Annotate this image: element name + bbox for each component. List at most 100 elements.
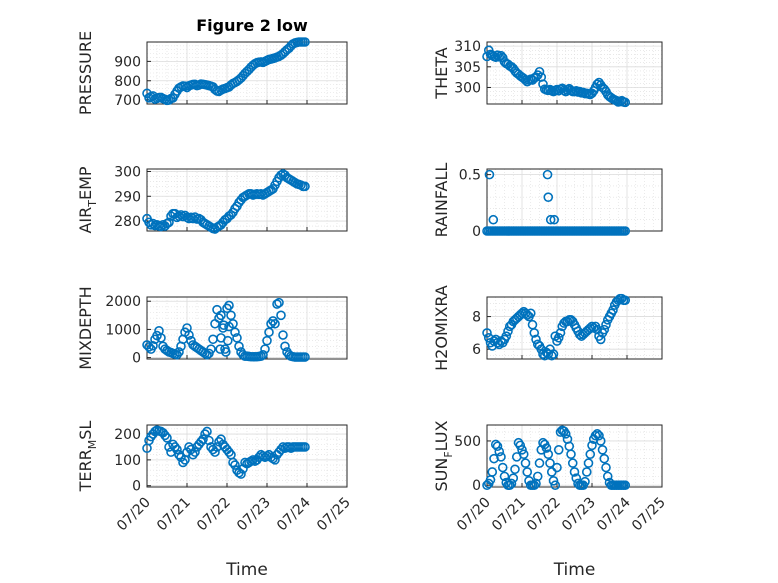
terr-msl-ytick-label: 0	[132, 479, 141, 495]
sun-flux-axes-frame	[486, 424, 663, 488]
sun-flux-data-point	[510, 464, 520, 475]
mixdepth-ylabel: MIXDEPTH	[76, 286, 95, 369]
mixdepth-data-point	[226, 310, 236, 321]
sun-flux-data-point	[520, 458, 531, 468]
theta-axes-frame	[486, 41, 663, 105]
sun-flux-data-point	[541, 443, 552, 453]
h2omixra-axes-frame	[486, 296, 663, 360]
air-temp-data-point	[148, 218, 158, 229]
air-temp-ylabel: AIRTEMP	[76, 166, 99, 233]
sun-flux-data-point	[597, 444, 608, 455]
terr-msl-data-point	[228, 457, 238, 468]
mixdepth-data-point	[234, 341, 244, 352]
theta-ylabel: THETA	[432, 47, 451, 99]
terr-msl-data-point	[204, 435, 214, 446]
h2omixra-data-point	[501, 331, 512, 341]
mixdepth-data-point	[258, 349, 268, 360]
sun-flux-data-point	[580, 476, 590, 487]
sun-flux-data-point	[515, 440, 526, 451]
mixdepth-data-point	[156, 333, 166, 343]
h2omixra-axes: 6 8 H2OMIXRA	[432, 285, 663, 371]
mixdepth-data-point	[274, 297, 284, 308]
h2omixra-ytick-label: 8	[472, 310, 481, 326]
air-temp-ytick-label: 280	[114, 214, 141, 230]
theta-data-point	[520, 75, 531, 85]
h2omixra-data-point	[525, 308, 536, 319]
h2omixra-data-point	[620, 295, 631, 306]
terr-msl-data-point	[162, 433, 172, 443]
air-temp-ytick-label: 300	[114, 164, 141, 180]
mixdepth-ytick-label: 0	[132, 351, 141, 367]
pressure-ytick-label: 700	[114, 93, 141, 109]
air-temp-axes: 280 290 300 AIRTEMP	[76, 164, 348, 234]
h2omixra-data-point	[553, 332, 564, 343]
sun-flux-data-point	[508, 473, 519, 483]
mixdepth-ytick-label: 2000	[105, 294, 141, 310]
rainfall-ytick-label: 0	[472, 224, 481, 240]
theta-data-point	[492, 50, 503, 61]
mixdepth-data-point	[280, 341, 290, 352]
terr-msl-data-point	[248, 455, 258, 465]
theta-data-point	[534, 66, 545, 77]
rainfall-ylabel: RAINFALL	[432, 163, 451, 238]
air-temp-axes-frame	[146, 168, 348, 232]
mixdepth-ytick-label: 1000	[105, 322, 141, 338]
sun-flux-data-point	[569, 467, 580, 477]
h2omixra-data-point	[595, 334, 606, 345]
terr-msl-data-point	[216, 434, 226, 445]
mixdepth-data-point	[148, 340, 158, 351]
sun-flux-data-point	[497, 462, 508, 473]
terr-msl-data-point	[270, 455, 280, 465]
sun-flux-data-point	[590, 430, 601, 441]
sun-flux-data-point	[566, 449, 576, 460]
h2omixra-data-point	[608, 305, 618, 315]
terr-msl-ytick-label: 100	[114, 453, 141, 469]
sun-flux-data-point	[583, 458, 594, 468]
sun-flux-data-point	[534, 458, 545, 468]
h2omixra-data-point	[555, 328, 566, 338]
h2omixra-data-point	[548, 349, 559, 359]
sun-flux-data-point	[552, 462, 562, 473]
theta-data-point	[552, 84, 562, 95]
terr-msl-data-point	[160, 430, 170, 441]
rainfall-data-point	[545, 214, 556, 225]
mixdepth-data-point	[272, 299, 282, 309]
h2omixra-ytick-label: 6	[472, 342, 481, 358]
mixdepth-data-point	[221, 347, 231, 357]
sun-flux-ytick-label: 0	[472, 478, 481, 494]
theta-data-point	[620, 97, 631, 108]
sun-flux-data-point	[529, 480, 540, 491]
terr-msl-xlabel: Time	[225, 560, 268, 580]
pressure-ylabel: PRESSURE	[76, 31, 95, 115]
terr-msl-data-point	[262, 451, 272, 461]
terr-msl-data-point	[178, 457, 188, 468]
sun-flux-data-point	[517, 444, 527, 455]
terr-msl-data-point	[170, 442, 180, 452]
sun-flux-data-point	[594, 430, 604, 441]
h2omixra-data-point	[599, 324, 610, 335]
rainfall-data-point	[542, 169, 553, 180]
mixdepth-data-point	[224, 300, 234, 311]
terr-msl-data-point	[190, 447, 200, 457]
sun-flux-data-point	[601, 462, 611, 473]
mixdepth-data-point	[215, 344, 225, 354]
rainfall-data-point	[549, 214, 560, 225]
rainfall-ytick-label: 0.5	[459, 168, 481, 184]
sun-flux-data-point	[567, 458, 578, 468]
sun-flux-data-point	[585, 449, 596, 460]
terr-msl-data-point	[172, 444, 182, 455]
theta-ytick-label: 305	[454, 60, 481, 76]
sun-flux-data-point	[532, 471, 543, 482]
mixdepth-data-point	[184, 330, 194, 340]
sun-flux-data-point	[587, 440, 597, 451]
air-temp-data-point	[164, 217, 174, 228]
h2omixra-ylabel: H2OMIXRA	[432, 285, 451, 371]
mixdepth-data-point	[262, 335, 272, 346]
pressure-data-point	[300, 37, 310, 47]
sun-flux-data-point	[599, 453, 610, 464]
sun-flux-data-point	[560, 429, 571, 439]
rainfall-data-point	[488, 214, 499, 225]
sun-flux-ytick-label: 500	[454, 434, 481, 450]
terr-msl-data-point	[224, 447, 234, 457]
